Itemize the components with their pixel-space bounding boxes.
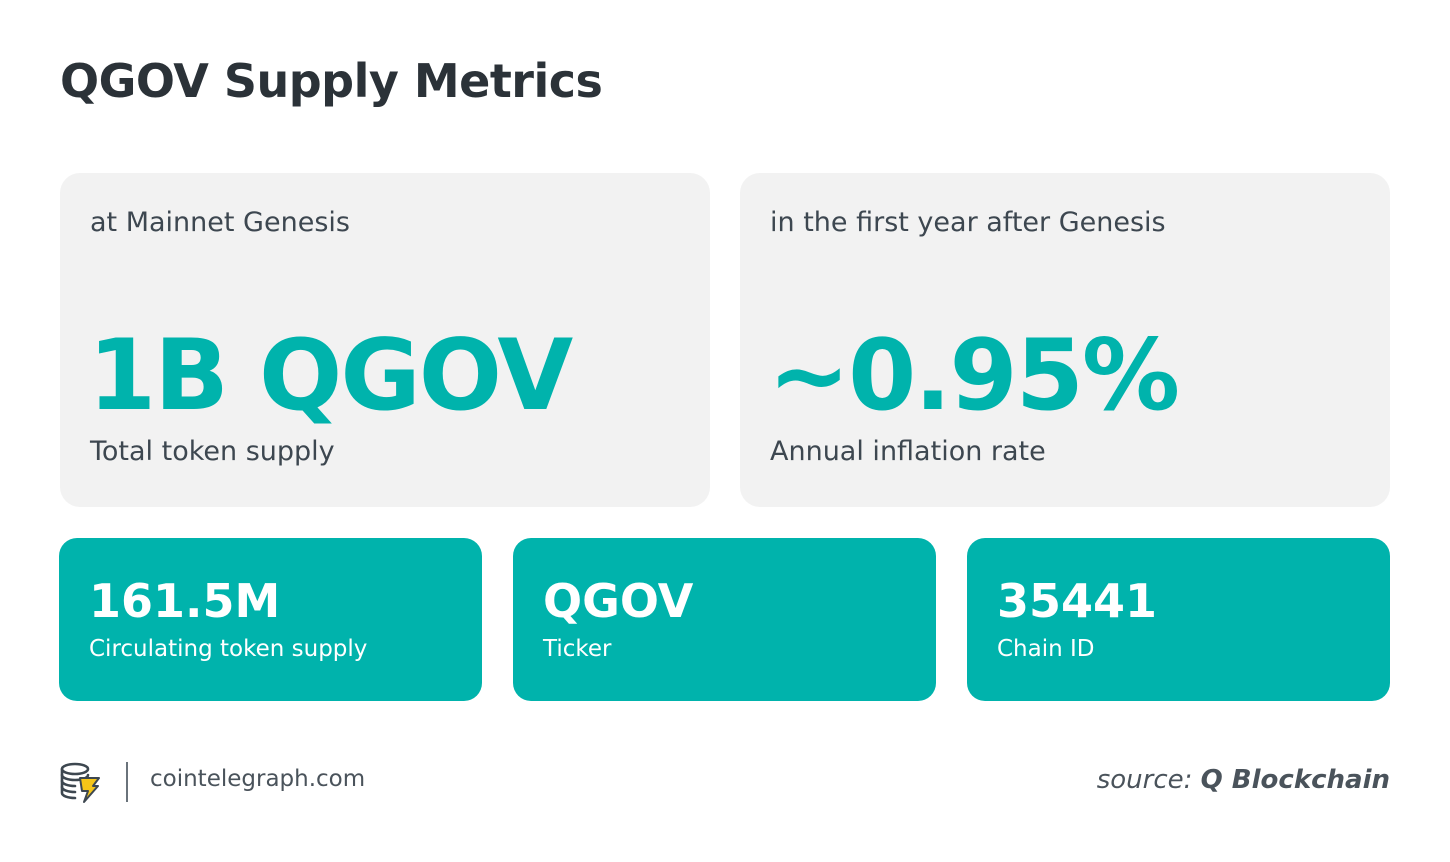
footer-source: source: Q Blockchain [1097, 765, 1390, 795]
chain-id-caption: Chain ID [997, 636, 1095, 662]
footer-divider [126, 762, 128, 802]
source-label: source: [1096, 765, 1201, 795]
circulating-supply-value: 161.5M [89, 574, 281, 628]
circulating-supply-caption: Circulating token supply [89, 636, 368, 662]
inflation-value: ~0.95% [768, 319, 1180, 433]
ticker-card: QGOV Ticker [513, 538, 936, 701]
circulating-supply-card: 161.5M Circulating token supply [59, 538, 482, 701]
cointelegraph-logo-icon [58, 760, 104, 804]
inflation-card: in the first year after Genesis ~0.95% A… [740, 173, 1390, 507]
page-title: QGOV Supply Metrics [60, 54, 603, 108]
source-name: Q Blockchain [1200, 765, 1390, 795]
total-supply-card: at Mainnet Genesis 1B QGOV Total token s… [60, 173, 710, 507]
inflation-caption: Annual inflation rate [770, 436, 1046, 467]
total-supply-value: 1B QGOV [88, 319, 573, 433]
inflation-context: in the first year after Genesis [770, 207, 1166, 238]
total-supply-caption: Total token supply [90, 436, 335, 467]
chain-id-value: 35441 [997, 574, 1158, 628]
total-supply-context: at Mainnet Genesis [90, 207, 350, 238]
footer-site-link[interactable]: cointelegraph.com [150, 766, 366, 792]
ticker-value: QGOV [543, 574, 694, 628]
ticker-caption: Ticker [543, 636, 612, 662]
chain-id-card: 35441 Chain ID [967, 538, 1390, 701]
